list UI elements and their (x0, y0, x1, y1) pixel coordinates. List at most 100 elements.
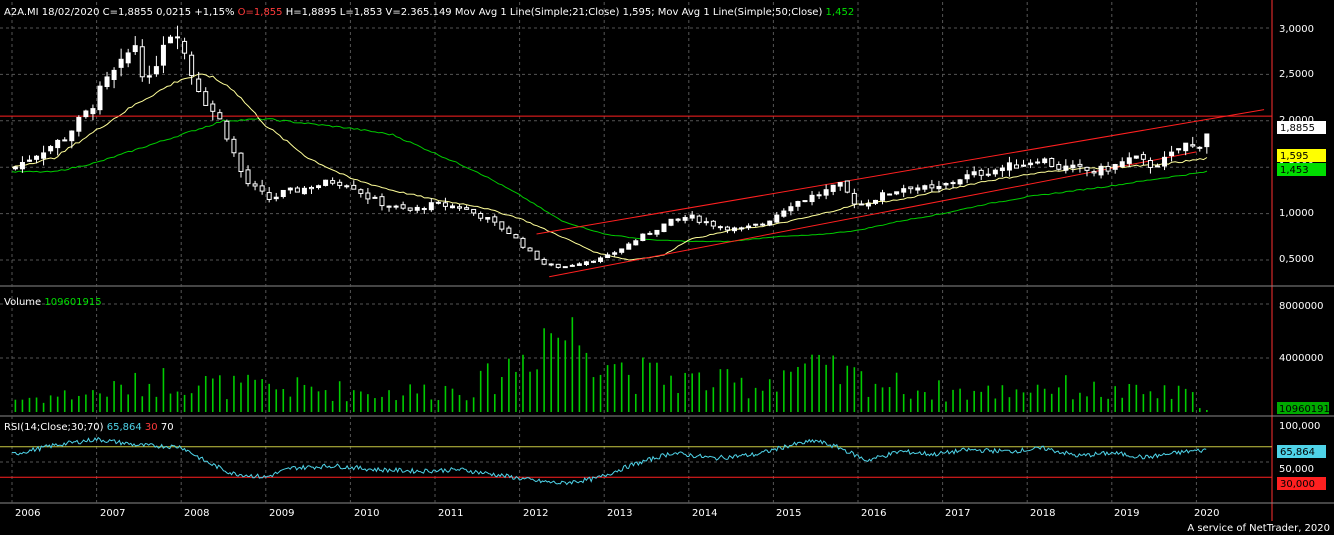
candle-up (795, 201, 801, 207)
volume-header: Volume 109601915 (4, 297, 102, 308)
candle-up (774, 214, 780, 223)
volume-axis: 8000000 4000000 (1279, 301, 1324, 364)
candle-down (1056, 164, 1062, 170)
candle-down (379, 196, 385, 207)
candle-up (167, 36, 173, 44)
candle-down (1190, 144, 1196, 147)
candle-up (1126, 157, 1132, 164)
candle-down (294, 187, 300, 193)
candle-down (259, 185, 265, 192)
candle-up (936, 185, 942, 190)
ma21-badge-text: 1,595 (1280, 151, 1309, 162)
candle-up (153, 66, 159, 75)
candle-down (210, 103, 216, 112)
candle-up (992, 169, 998, 175)
price-tick: 0,5000 (1279, 254, 1314, 265)
price-tick: 2,0000 (1279, 115, 1314, 126)
candle-down (520, 237, 526, 248)
candle-down (703, 221, 709, 224)
candle-up (41, 152, 47, 159)
candle-down (499, 221, 505, 230)
candle-up (393, 205, 399, 208)
rsi-label: RSI(14;Close;30;70) (4, 422, 107, 433)
candle-up (619, 248, 625, 253)
candle-down (245, 169, 251, 185)
candle-up (865, 203, 871, 207)
candle-up (414, 206, 420, 211)
candle-up (809, 194, 815, 203)
candle-down (1105, 165, 1111, 172)
volume-value: 109601915 (44, 297, 101, 308)
candle-down (400, 204, 406, 209)
candle-up (34, 155, 40, 160)
candle-up (62, 139, 68, 142)
candle-up (280, 189, 286, 197)
candle-up (894, 191, 900, 195)
rsi-tick: 100,000 (1279, 421, 1320, 432)
candle-up (1098, 165, 1104, 176)
x-axis: 2006 2007 2008 2009 2010 2011 2012 2013 … (15, 508, 1219, 519)
channel-lower-line (549, 151, 1197, 278)
candle-up (746, 225, 752, 229)
candle-down (252, 183, 258, 187)
candle-up (872, 199, 878, 204)
candle-down (196, 78, 202, 92)
rsi-low-badge-text: 30,000 (1280, 479, 1315, 490)
candle-up (753, 223, 759, 226)
candle-down (887, 193, 893, 196)
candle-down (266, 192, 272, 200)
candle-up (626, 243, 632, 250)
candle-down (724, 226, 730, 231)
header-ma50-value: 1,452 (826, 7, 855, 18)
candle-down (1147, 159, 1153, 168)
candle-down (534, 250, 540, 260)
candle-down (555, 263, 561, 268)
volume-label: Volume (4, 297, 44, 308)
ma50-badge: 1,453 (1277, 163, 1326, 176)
candle-down (442, 202, 448, 207)
candle-down (457, 206, 463, 209)
candle-down (985, 173, 991, 176)
candle-down (1084, 166, 1090, 171)
candle-down (844, 180, 850, 193)
candlesticks (12, 25, 1210, 269)
year-label: 2015 (776, 508, 801, 519)
candle-up (435, 201, 441, 204)
candle-up (1154, 165, 1160, 168)
candle-down (527, 247, 533, 252)
candle-up (160, 44, 166, 66)
year-label: 2006 (15, 508, 40, 519)
rsi-path (11, 436, 1207, 486)
ma50-line (11, 117, 1208, 243)
ma21-badge: 1,595 (1277, 149, 1326, 162)
candle-down (908, 186, 914, 190)
candle-down (238, 152, 244, 173)
candle-down (330, 180, 336, 184)
candle-down (929, 184, 935, 189)
volume-tick: 8000000 (1279, 301, 1324, 312)
rsi-low: 30 (142, 422, 158, 433)
candle-down (337, 181, 343, 186)
volume-badge-text: 109601915 (1279, 404, 1334, 415)
candle-up (731, 227, 737, 232)
candle-down (464, 207, 470, 210)
year-label: 2016 (861, 508, 886, 519)
candle-down (858, 203, 864, 206)
price-tick: 1,0000 (1279, 208, 1314, 219)
candle-up (823, 189, 829, 196)
candle-down (407, 207, 413, 211)
year-label: 2020 (1194, 508, 1219, 519)
candle-up (323, 179, 329, 186)
candle-up (97, 85, 103, 111)
year-label: 2008 (184, 508, 209, 519)
candle-up (880, 192, 886, 201)
header-hl: H=1,8895 L=1,853 V=2.365.149 (283, 7, 452, 18)
rsi-badge-text: 65,864 (1280, 447, 1315, 458)
rsi-line (11, 436, 1207, 486)
candle-up (111, 69, 117, 80)
candle-down (175, 36, 181, 39)
candle-up (287, 187, 293, 191)
candle-up (943, 182, 949, 186)
candle-up (485, 217, 491, 220)
candle-down (710, 220, 716, 227)
